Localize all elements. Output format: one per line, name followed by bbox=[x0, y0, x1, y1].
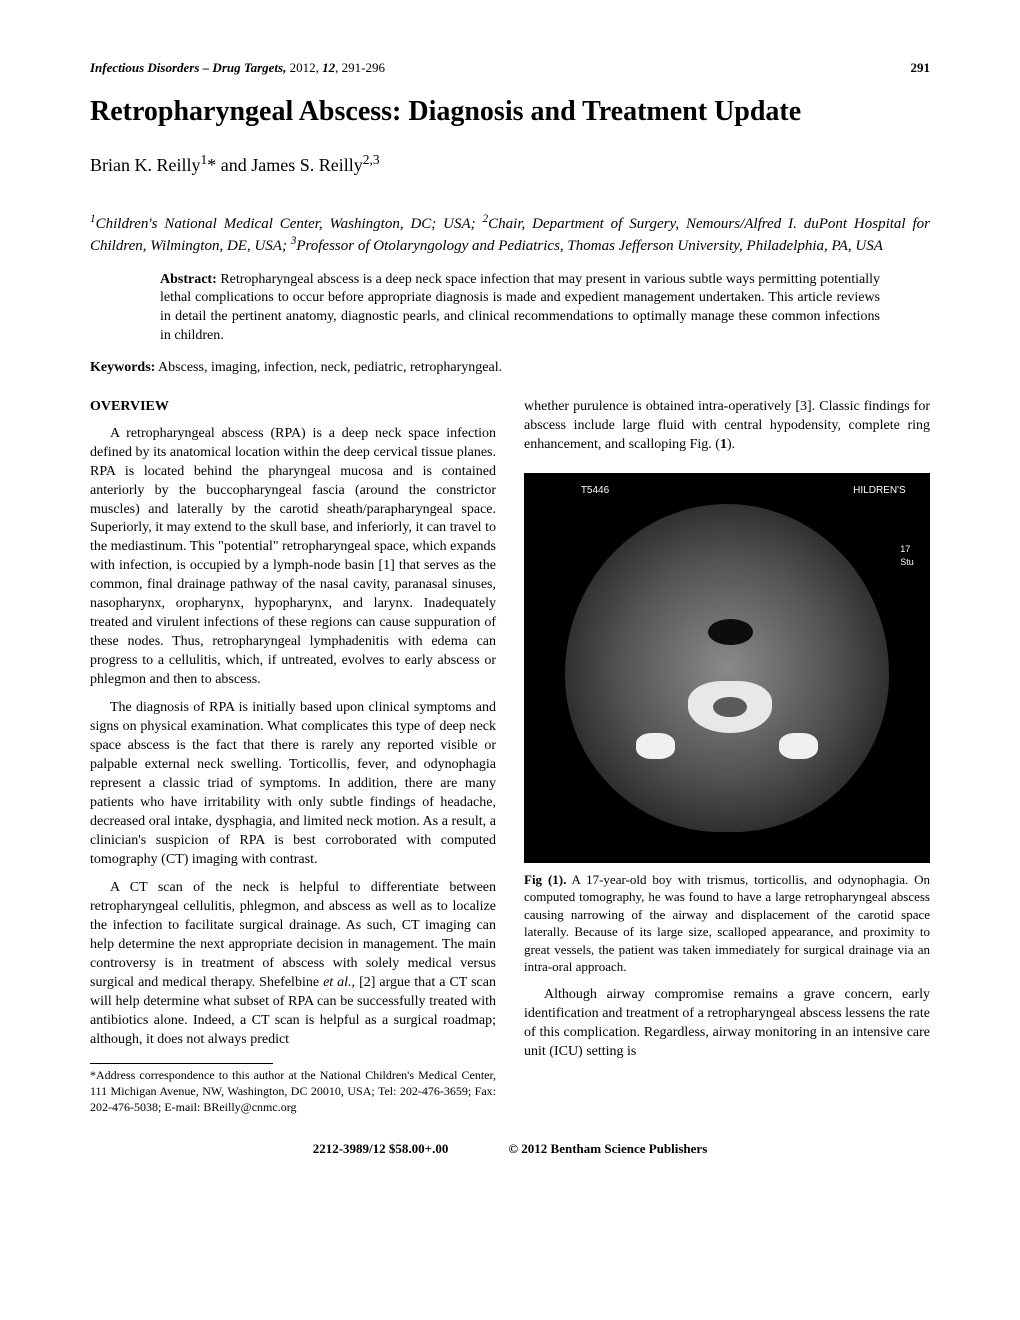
left-column: OVERVIEW A retropharyngeal abscess (RPA)… bbox=[90, 398, 496, 1115]
year: 2012, bbox=[286, 60, 322, 75]
page-number: 291 bbox=[911, 60, 931, 76]
abstract: Abstract: Retropharyngeal abscess is a d… bbox=[90, 271, 930, 347]
journal-name: Infectious Disorders – Drug Targets, bbox=[90, 60, 286, 75]
two-column-body: OVERVIEW A retropharyngeal abscess (RPA)… bbox=[90, 398, 930, 1115]
volume: 12 bbox=[322, 60, 335, 75]
paragraph: A retropharyngeal abscess (RPA) is a dee… bbox=[90, 425, 496, 689]
ct-scan-image: T5446 HILDREN'S 17 Stu bbox=[524, 473, 930, 863]
ct-overlay-label-left: T5446 bbox=[581, 484, 609, 498]
ct-overlay-side-bottom: Stu bbox=[900, 556, 914, 569]
abstract-label: Abstract: bbox=[160, 272, 217, 287]
ct-airway bbox=[708, 619, 753, 645]
keywords: Keywords: Abscess, imaging, infection, n… bbox=[90, 360, 930, 376]
running-header: Infectious Disorders – Drug Targets, 201… bbox=[90, 60, 930, 76]
ct-bone-left bbox=[636, 733, 675, 759]
ct-bone-right bbox=[779, 733, 818, 759]
issn-price: 2212-3989/12 $58.00+.00 bbox=[313, 1141, 449, 1157]
figure-caption: Fig (1). A 17-year-old boy with trismus,… bbox=[524, 871, 930, 976]
section-heading-overview: OVERVIEW bbox=[90, 398, 496, 417]
abstract-text: Retropharyngeal abscess is a deep neck s… bbox=[160, 272, 880, 344]
footnote-rule bbox=[90, 1063, 273, 1064]
ct-vertebra bbox=[688, 681, 772, 733]
ct-overlay-side-top: 17 bbox=[900, 543, 914, 556]
paragraph: The diagnosis of RPA is initially based … bbox=[90, 699, 496, 869]
ct-overlay-side: 17 Stu bbox=[900, 543, 914, 568]
affiliations: 1Children's National Medical Center, Was… bbox=[90, 212, 930, 257]
ct-overlay-label-right: HILDREN'S bbox=[853, 484, 905, 498]
journal-info: Infectious Disorders – Drug Targets, 201… bbox=[90, 60, 385, 76]
keywords-label: Keywords: bbox=[90, 360, 155, 375]
authors: Brian K. Reilly1* and James S. Reilly2,3 bbox=[90, 152, 930, 176]
ct-head-outline bbox=[565, 504, 890, 832]
right-column: whether purulence is obtained intra-oper… bbox=[524, 398, 930, 1115]
copyright: © 2012 Bentham Science Publishers bbox=[508, 1141, 707, 1157]
article-title: Retropharyngeal Abscess: Diagnosis and T… bbox=[90, 96, 930, 128]
figure-1: T5446 HILDREN'S 17 Stu Fig (1). A 17-yea… bbox=[524, 473, 930, 976]
paragraph: Although airway compromise remains a gra… bbox=[524, 986, 930, 1062]
figure-caption-label: Fig (1). bbox=[524, 872, 566, 887]
figure-caption-text: A 17-year-old boy with trismus, torticol… bbox=[524, 872, 930, 975]
paragraph: A CT scan of the neck is helpful to diff… bbox=[90, 879, 496, 1049]
paragraph: whether purulence is obtained intra-oper… bbox=[524, 398, 930, 455]
page-footer: 2212-3989/12 $58.00+.00 © 2012 Bentham S… bbox=[90, 1141, 930, 1157]
keywords-text: Abscess, imaging, infection, neck, pedia… bbox=[155, 360, 502, 375]
correspondence-footnote: *Address correspondence to this author a… bbox=[90, 1068, 496, 1115]
page-range: , 291-296 bbox=[335, 60, 385, 75]
